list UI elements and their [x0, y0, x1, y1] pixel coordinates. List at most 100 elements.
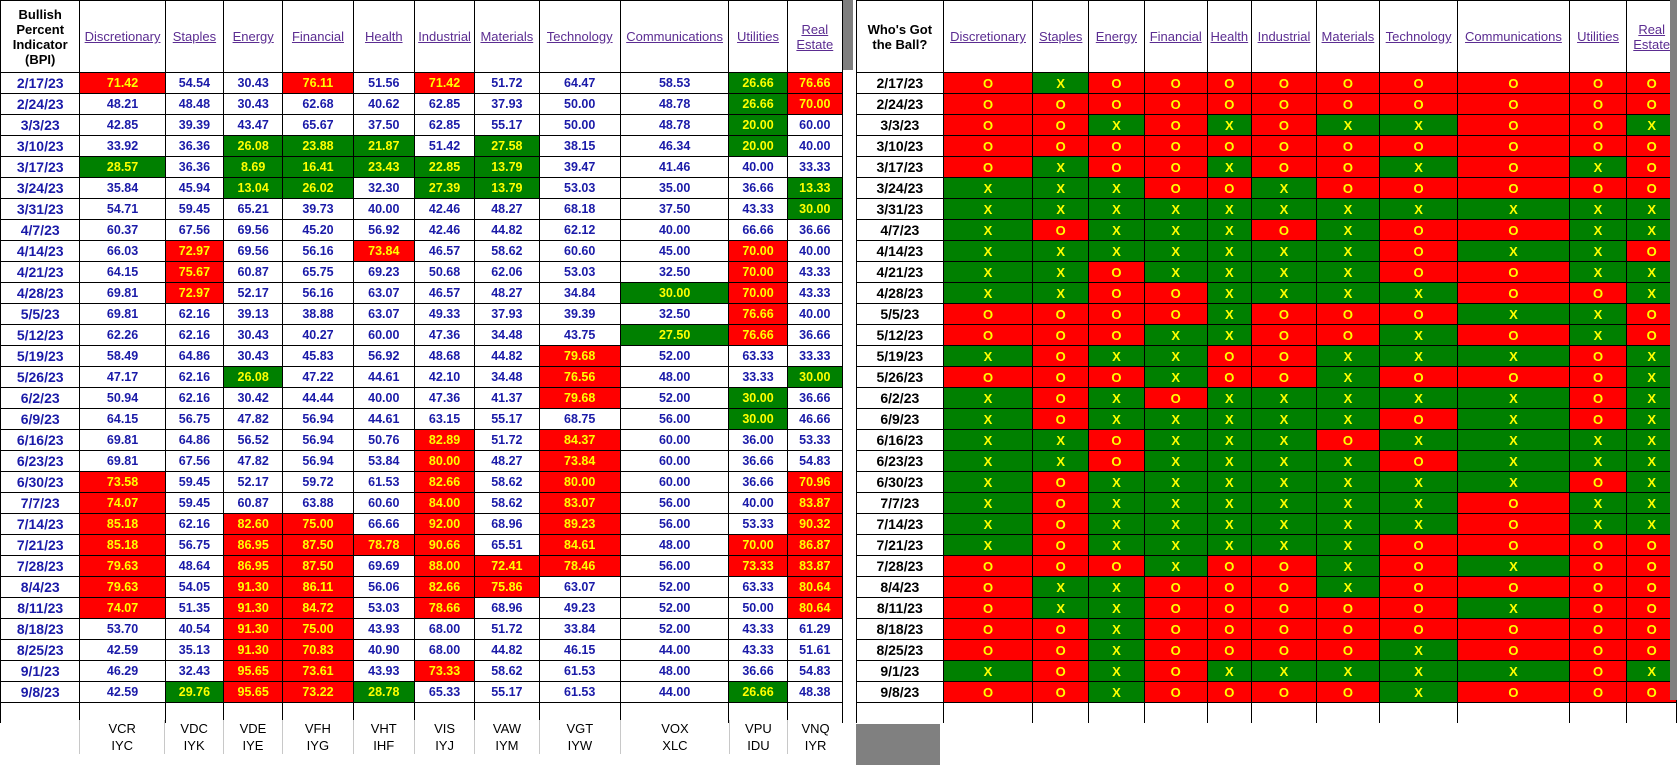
- bpi-row: 4/14/23 66.03 72.97 69.56 56.16 73.84 46.57 58.…: [0, 240, 844, 262]
- bpi-value-cell: 91.30: [223, 618, 284, 640]
- bpi-value-cell: 50.00: [728, 597, 788, 619]
- sector-link[interactable]: Technology: [1385, 29, 1452, 44]
- ball-mark-cell: X: [1457, 555, 1570, 577]
- bpi-value-cell: 82.66: [413, 471, 476, 493]
- sector-link[interactable]: Industrial: [418, 29, 471, 44]
- bpi-value-cell: 48.00: [619, 534, 730, 556]
- sector-link[interactable]: Financial: [1149, 29, 1202, 44]
- bpi-value-cell: 52.00: [619, 597, 730, 619]
- bpi-value-cell: 60.60: [538, 240, 621, 262]
- ball-mark-cell: O: [1251, 345, 1317, 367]
- ball-mark-cell: X: [1568, 324, 1628, 346]
- ball-mark-cell: O: [1032, 303, 1090, 325]
- ball-mark-cell: O: [942, 576, 1034, 598]
- sector-link[interactable]: Communications: [1465, 29, 1562, 44]
- bpi-value-cell: 51.72: [474, 72, 540, 94]
- sector-link[interactable]: Staples: [172, 29, 217, 44]
- ball-date-cell: 7/7/23: [856, 492, 944, 514]
- sector-link[interactable]: Materials: [480, 29, 534, 44]
- sector-link[interactable]: Industrial: [1257, 29, 1311, 44]
- bpi-row: 5/5/23 69.81 62.16 39.13 38.88 63.07 49.33 37.9…: [0, 303, 844, 325]
- sector-link[interactable]: Discretionary: [84, 29, 161, 44]
- ball-date-cell: 9/1/23: [856, 660, 944, 682]
- ball-mark-cell: X: [1251, 660, 1317, 682]
- bpi-value-cell: 55.17: [474, 681, 540, 703]
- ball-mark-cell: X: [1143, 450, 1208, 472]
- ball-mark-cell: X: [1088, 513, 1145, 535]
- bpi-value-cell: 28.57: [79, 156, 166, 178]
- bpi-value-cell: 48.64: [164, 555, 225, 577]
- ball-mark-cell: O: [1088, 303, 1145, 325]
- bpi-value-cell: 33.33: [786, 156, 844, 178]
- bpi-value-cell: 61.29: [786, 618, 844, 640]
- bpi-value-cell: 63.88: [282, 492, 354, 514]
- bpi-value-cell: 60.37: [79, 219, 166, 241]
- sector-link[interactable]: Discretionary: [950, 29, 1026, 44]
- bpi-row: 3/24/23 35.84 45.94 13.04 26.02 32.30 27.39 13.…: [0, 177, 844, 199]
- bpi-value-cell: 72.97: [164, 240, 225, 262]
- bpi-value-cell: 58.53: [619, 72, 730, 94]
- bpi-value-cell: 36.66: [728, 450, 788, 472]
- sector-link[interactable]: Utilities: [1577, 29, 1619, 44]
- bpi-value-cell: 62.85: [413, 114, 476, 136]
- ball-header-row: Who's Got the Ball? Discretionary Staples E…: [856, 0, 1677, 73]
- bpi-value-cell: 92.00: [413, 513, 476, 535]
- ball-mark-cell: X: [942, 534, 1034, 556]
- bpi-value-cell: 43.47: [223, 114, 284, 136]
- ball-date-cell: 6/9/23: [856, 408, 944, 430]
- bpi-value-cell: 66.03: [79, 240, 166, 262]
- sector-link[interactable]: Real Estate: [796, 21, 834, 52]
- ball-mark-cell: O: [1143, 177, 1208, 199]
- bpi-value-cell: 51.42: [413, 135, 476, 157]
- bpi-value-cell: 30.43: [223, 72, 284, 94]
- sector-link[interactable]: Real Estate: [1633, 21, 1671, 52]
- ball-mark-cell: X: [1206, 408, 1253, 430]
- sector-link[interactable]: Energy: [232, 29, 274, 44]
- sector-link[interactable]: Utilities: [737, 29, 779, 44]
- sector-link[interactable]: Technology: [546, 29, 613, 44]
- bpi-value-cell: 30.00: [786, 366, 844, 388]
- empty-cell: [79, 702, 166, 723]
- bpi-value-cell: 37.50: [619, 198, 730, 220]
- bpi-value-cell: 43.93: [352, 618, 415, 640]
- ball-date-cell: 6/2/23: [856, 387, 944, 409]
- bpi-value-cell: 43.33: [786, 282, 844, 304]
- ball-mark-cell: X: [1378, 387, 1459, 409]
- sector-link[interactable]: Staples: [1039, 29, 1083, 44]
- sector-link[interactable]: Materials: [1321, 29, 1375, 44]
- bpi-value-cell: 80.64: [786, 597, 844, 619]
- ball-mark-cell: X: [1032, 240, 1090, 262]
- ball-mark-cell: O: [1251, 597, 1317, 619]
- bpi-value-cell: 73.33: [413, 660, 476, 682]
- empty-cell: [786, 702, 844, 723]
- bpi-row: 7/7/23 74.07 59.45 60.87 63.88 60.60 84.00 58.6…: [0, 492, 844, 514]
- bpi-value-cell: 49.33: [413, 303, 476, 325]
- ball-mark-cell: O: [1626, 555, 1677, 577]
- sector-link[interactable]: Financial: [291, 29, 344, 44]
- bpi-value-cell: 36.36: [164, 156, 225, 178]
- sector-link[interactable]: Communications: [626, 29, 724, 44]
- bpi-row: 4/21/23 64.15 75.67 60.87 65.75 69.23 50.68 62.…: [0, 261, 844, 283]
- ball-row: 8/11/23 O X X O O O O O X O O: [856, 597, 1677, 619]
- ball-mark-cell: O: [1143, 639, 1208, 661]
- bpi-value-cell: 84.72: [282, 597, 354, 619]
- ball-mark-cell: X: [1315, 366, 1380, 388]
- sector-link[interactable]: Energy: [1095, 29, 1137, 44]
- bpi-value-cell: 27.39: [413, 177, 476, 199]
- ball-mark-cell: X: [1378, 492, 1459, 514]
- bpi-value-cell: 82.60: [223, 513, 284, 535]
- ball-mark-cell: X: [1032, 597, 1090, 619]
- sector-link[interactable]: Health: [1210, 29, 1249, 44]
- sector-link[interactable]: Health: [364, 29, 403, 44]
- ball-mark-cell: X: [1626, 261, 1677, 283]
- ball-mark-cell: X: [1457, 450, 1570, 472]
- bpi-value-cell: 78.66: [413, 597, 476, 619]
- ball-title: Who's Got the Ball?: [856, 0, 944, 73]
- bpi-date-cell: 5/26/23: [0, 366, 81, 388]
- bpi-value-cell: 50.00: [538, 114, 621, 136]
- ball-mark-cell: X: [1251, 492, 1317, 514]
- ball-mark-cell: O: [1315, 324, 1380, 346]
- bpi-value-cell: 62.12: [538, 219, 621, 241]
- ball-mark-cell: X: [1206, 429, 1253, 451]
- bpi-value-cell: 16.41: [282, 156, 354, 178]
